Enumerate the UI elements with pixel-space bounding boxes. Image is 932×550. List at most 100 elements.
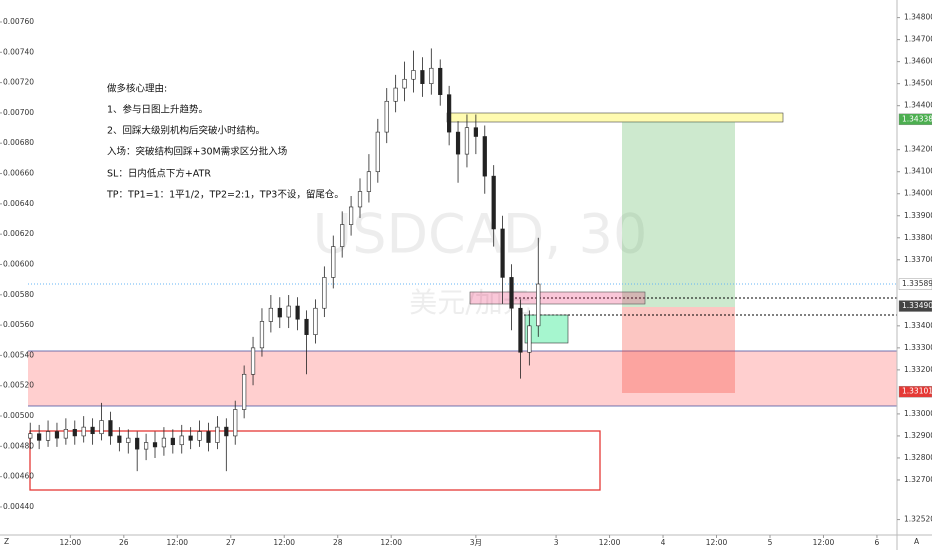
candle-body bbox=[455, 131, 461, 155]
candle-body bbox=[45, 431, 51, 441]
annotation: SL：日内低点下方+ATR bbox=[107, 168, 211, 180]
y-tick-label: 1.34200 bbox=[904, 145, 932, 154]
candle-body bbox=[117, 435, 122, 443]
price-label: 1.34338 bbox=[902, 114, 932, 123]
candle-body bbox=[268, 307, 273, 322]
candle-body bbox=[63, 429, 68, 439]
candle-body bbox=[393, 87, 398, 102]
candle-body bbox=[464, 127, 470, 155]
candle-body bbox=[143, 442, 149, 450]
candle-body bbox=[473, 127, 478, 137]
candle-body bbox=[518, 307, 523, 353]
y2-tick-label: 0.00600 bbox=[3, 259, 34, 268]
x-tick-label: 26 bbox=[119, 538, 129, 547]
annotations: 做多核心理由: 1、参与日图上升趋势。 2、回踩大级别机构后突破小时结构。 入场… bbox=[106, 83, 344, 201]
candle-body bbox=[179, 435, 184, 446]
y-tick-label: 1.34500 bbox=[904, 79, 932, 88]
candle-body bbox=[420, 70, 425, 84]
candle-body bbox=[37, 433, 42, 441]
y2-tick-label: 0.00640 bbox=[3, 199, 34, 208]
y-tick-label: 1.34600 bbox=[904, 57, 932, 66]
candle-body bbox=[429, 67, 434, 84]
x-tick-label: 4 bbox=[661, 538, 666, 547]
y2-tick-label: 0.00660 bbox=[3, 169, 34, 178]
take-profit-zone bbox=[622, 122, 735, 307]
y-tick-label: 1.33000 bbox=[904, 409, 932, 418]
candle-body bbox=[215, 426, 220, 443]
candle-body bbox=[384, 100, 389, 133]
y-tick-label: 1.34100 bbox=[904, 167, 932, 176]
candle-body bbox=[81, 426, 86, 437]
x-tick-label: 12:00 bbox=[599, 538, 621, 547]
candle-body bbox=[340, 224, 345, 247]
y2-tick-label: 0.00480 bbox=[3, 441, 34, 450]
x-tick-label: 12:00 bbox=[706, 538, 728, 547]
target-box bbox=[446, 112, 784, 123]
annotation: 2、回踩大级别机构后突破小时结构。 bbox=[107, 125, 265, 137]
y2-tick-label: 0.00620 bbox=[3, 229, 34, 238]
y2-tick-label: 0.00460 bbox=[3, 472, 34, 481]
candle-body bbox=[72, 429, 77, 437]
candle-body bbox=[161, 437, 167, 448]
x-tick-label: 12:00 bbox=[273, 538, 295, 547]
y2-tick-label: 0.00720 bbox=[3, 78, 34, 87]
x-tick-label: 5 bbox=[768, 538, 773, 547]
price-label: 1.33490 bbox=[902, 301, 932, 310]
candle-body bbox=[331, 246, 336, 278]
y2-tick-label: 0.00520 bbox=[3, 381, 34, 390]
candle-body bbox=[206, 431, 211, 443]
y2-tick-label: 0.00500 bbox=[3, 411, 34, 420]
demand-box bbox=[524, 314, 569, 344]
candle-body bbox=[152, 442, 158, 448]
y-tick-label: 1.32800 bbox=[904, 453, 932, 462]
y2-tick-label: 0.00680 bbox=[3, 138, 34, 147]
corner-icon: A bbox=[914, 537, 920, 546]
candle-body bbox=[242, 373, 247, 410]
y2-tick-label: 0.00740 bbox=[3, 47, 34, 56]
candle-body bbox=[126, 437, 131, 443]
y2-tick-label: 0.00560 bbox=[3, 320, 34, 329]
candle-body bbox=[28, 433, 33, 439]
y2-tick-label: 0.00700 bbox=[3, 108, 34, 117]
candle-body bbox=[99, 420, 104, 435]
x-tick-label: 12:00 bbox=[813, 538, 835, 547]
candle-body bbox=[482, 136, 487, 177]
candle-body bbox=[250, 347, 256, 375]
x-tick-label: 6 bbox=[875, 538, 880, 547]
candle-body bbox=[90, 426, 95, 435]
candle-body bbox=[295, 305, 300, 320]
y-tick-label: 1.34000 bbox=[904, 189, 932, 198]
candle-body bbox=[527, 325, 532, 353]
y-tick-label: 1.32520 bbox=[904, 515, 932, 524]
y-tick-label: 1.32900 bbox=[904, 431, 932, 440]
candle-body bbox=[447, 94, 452, 133]
candle-body bbox=[500, 228, 505, 278]
candle-body bbox=[402, 78, 407, 89]
corner-icon: Z bbox=[4, 537, 9, 546]
candle-body bbox=[357, 191, 363, 208]
annotation: 做多核心理由: bbox=[107, 83, 167, 95]
y-tick-label: 1.33400 bbox=[904, 321, 932, 330]
candle-body bbox=[438, 67, 443, 95]
candle-body bbox=[277, 307, 282, 318]
x-tick-label: 12:00 bbox=[380, 538, 402, 547]
range-box bbox=[29, 430, 601, 491]
candle-body bbox=[286, 305, 291, 318]
candle-body bbox=[348, 206, 354, 225]
candle-body bbox=[224, 426, 229, 437]
candle-body bbox=[54, 431, 60, 439]
y-tick-label: 1.33300 bbox=[904, 343, 932, 352]
annotation: TP：TP1=1：1平1/2，TP2=2:1，TP3不设，留尾仓。 bbox=[106, 189, 344, 201]
annotation: 入场：突破结构回踩+30M需求区分批入场 bbox=[107, 146, 287, 158]
y-tick-label: 1.33900 bbox=[904, 211, 932, 220]
candle-body bbox=[188, 435, 193, 441]
x-tick-label: 3 bbox=[554, 538, 559, 547]
x-tick-label: 12:00 bbox=[166, 538, 188, 547]
candle-body bbox=[197, 431, 202, 441]
candle-body bbox=[304, 318, 309, 335]
price-label: 1.33101 bbox=[902, 387, 932, 396]
candle-body bbox=[259, 321, 265, 349]
candle-body bbox=[135, 437, 140, 450]
candle-body bbox=[366, 171, 372, 192]
